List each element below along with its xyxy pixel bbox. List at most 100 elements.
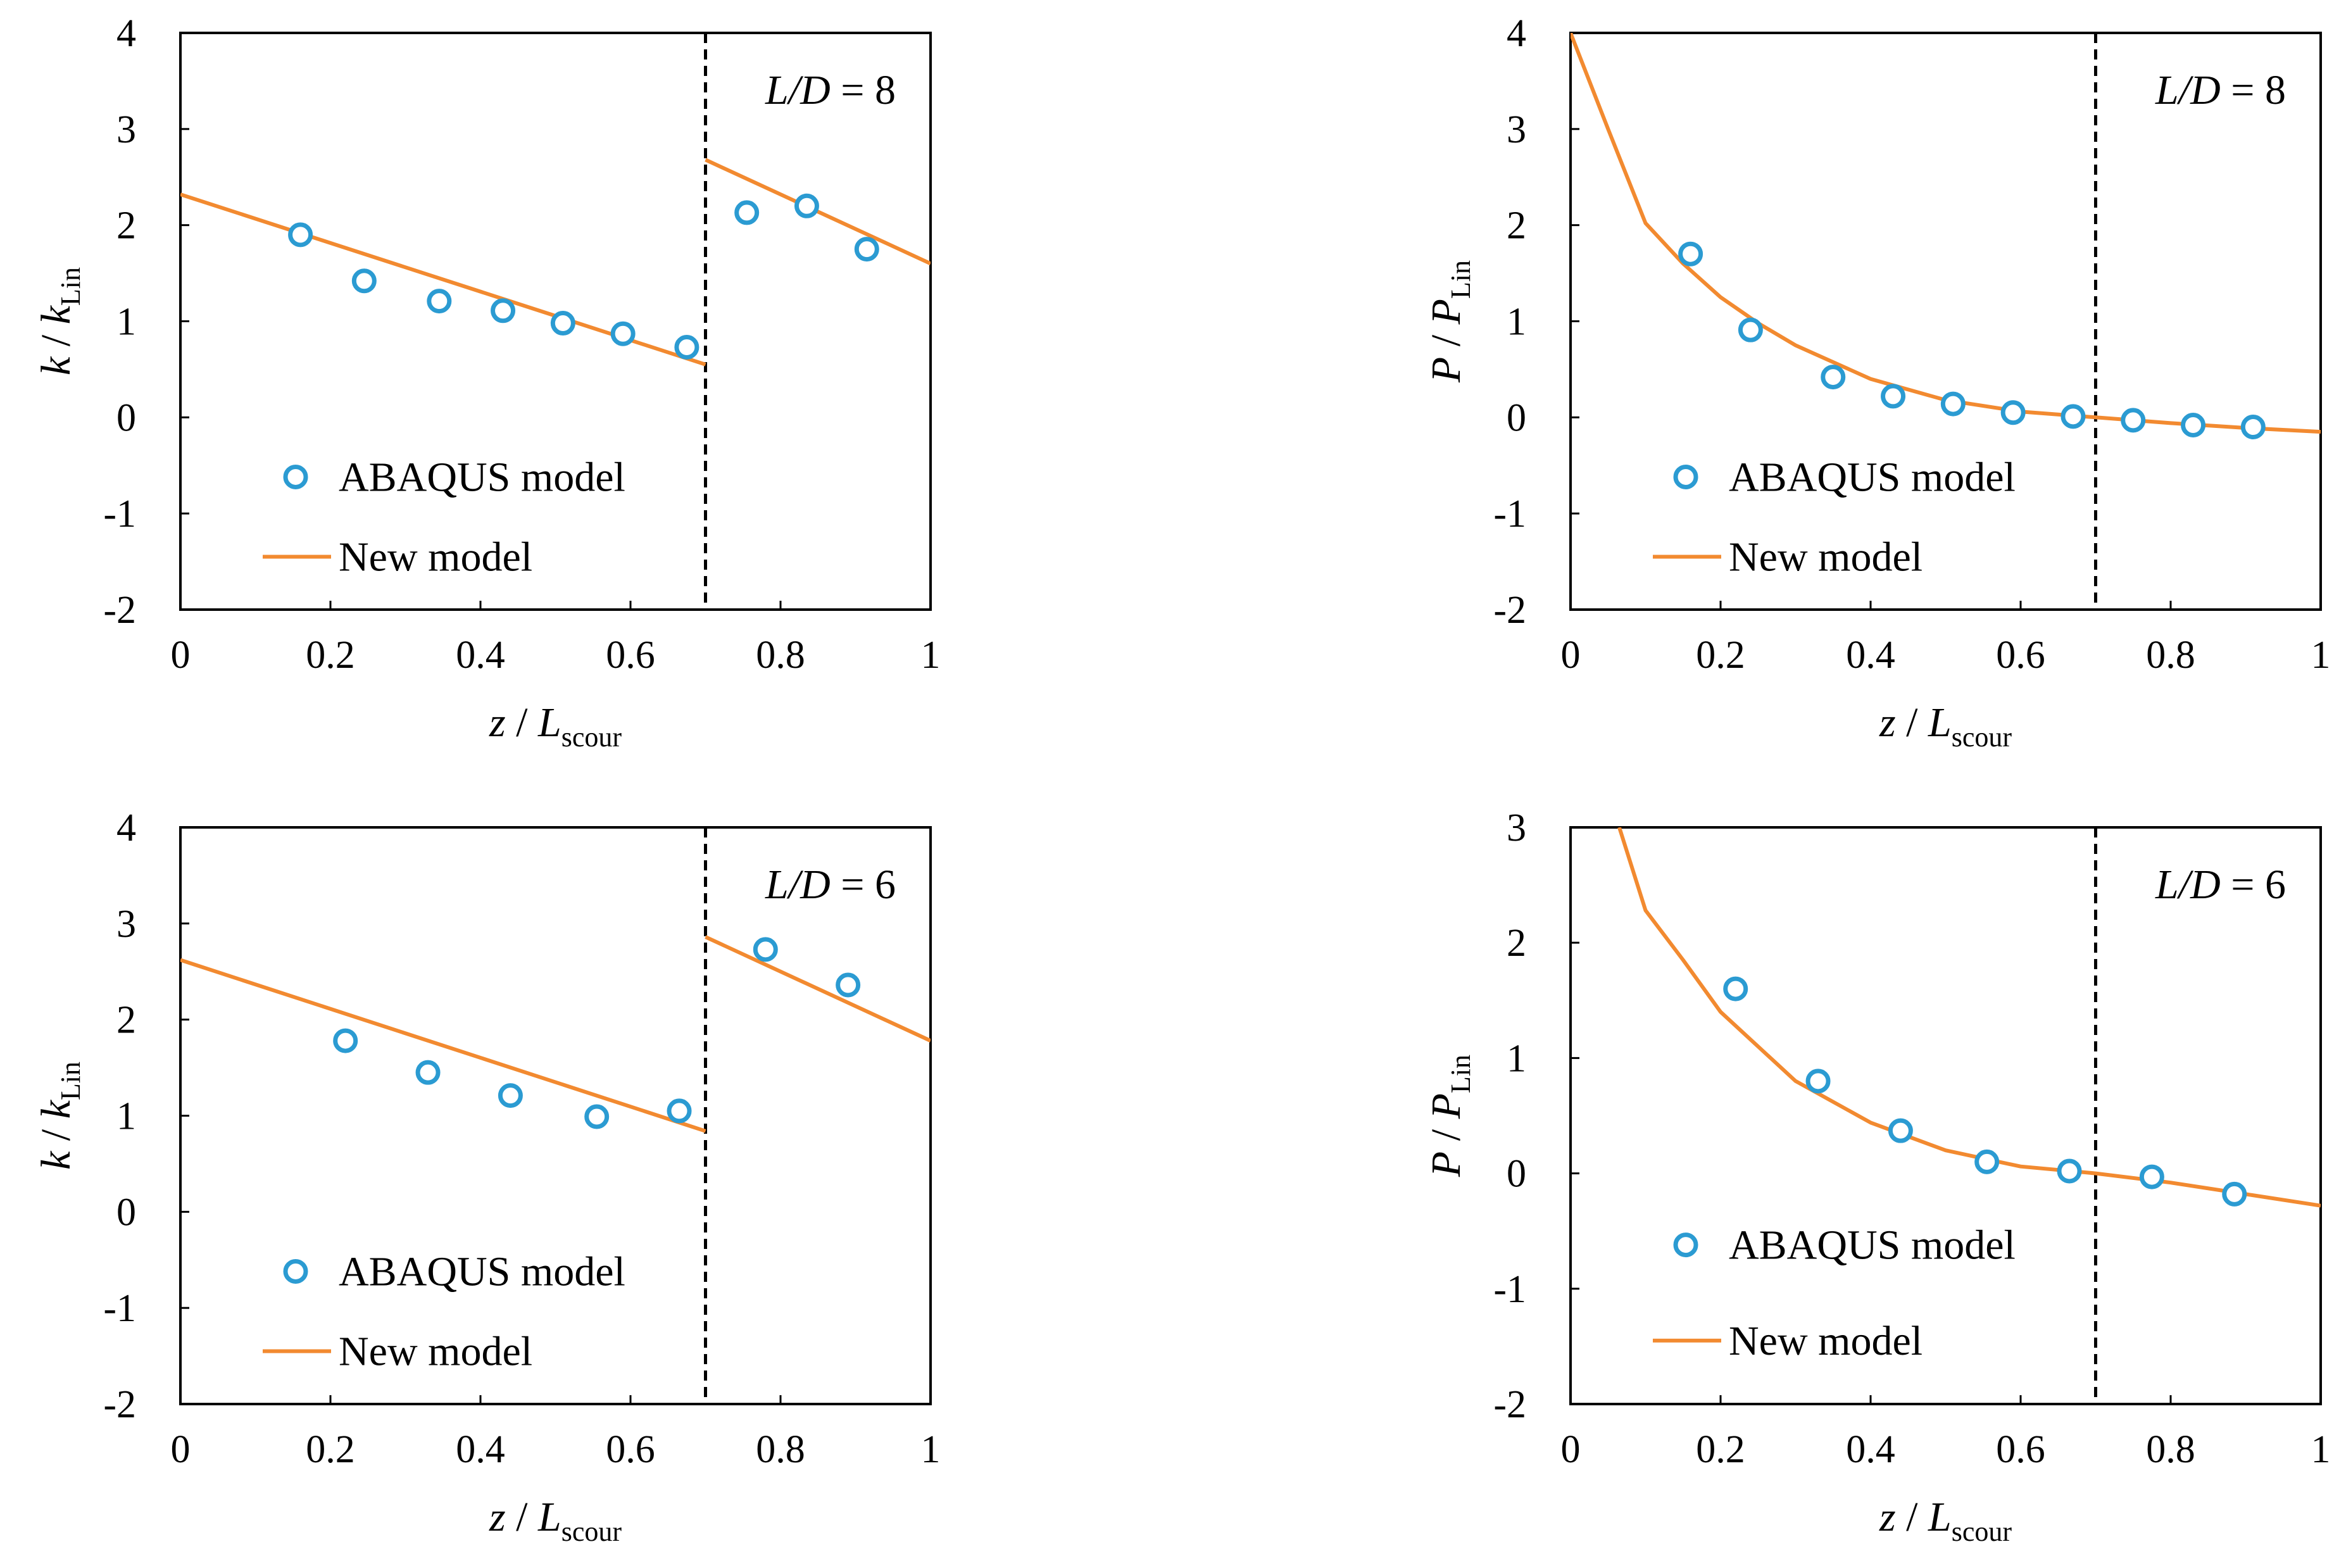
y-tick-label: 2 (116, 204, 136, 248)
plot-frame (179, 826, 932, 1405)
y-tick-label: 3 (1507, 108, 1526, 151)
y-axis-title: P / PLin (1423, 260, 1476, 383)
ld-annotation: L/D = 6 (2155, 862, 2286, 908)
x-tick-label: 0.4 (456, 634, 505, 677)
abaqus-data-point (288, 222, 313, 248)
x-axis-title: z / Lscour (489, 1494, 622, 1547)
y-tick-label: -1 (103, 492, 136, 536)
y-axis-title: P / PLin (1423, 1055, 1476, 1177)
abaqus-data-point (1805, 1069, 1831, 1094)
y-tick-label: 0 (116, 396, 136, 439)
new-model-line-segment (180, 958, 706, 1133)
new-model-line-segment (1617, 827, 2321, 1208)
y-tick-label: -2 (1493, 589, 1526, 632)
data-layer (1571, 33, 2321, 440)
legend-abaqus-label: ABAQUS model (339, 1248, 625, 1295)
abaqus-data-point (667, 1098, 692, 1124)
y-tick-label: 0 (1507, 1153, 1526, 1196)
y-tick-label: 4 (1507, 12, 1526, 55)
chart-panel-bottom-left: 0 0.2 0.4 0.6 0.8 1 -2 -1 0 1 2 3 4 z / Lscour k / kLi… (33, 806, 941, 1547)
x-tick-label: 0.4 (1846, 634, 1895, 677)
x-tick-label: 0.4 (456, 1428, 505, 1471)
abaqus-data-point (1723, 976, 1748, 1001)
y-tick-label: 2 (116, 999, 136, 1042)
ld-annotation: L/D = 8 (765, 67, 896, 113)
data-layer (1617, 827, 2321, 1208)
abaqus-data-point (2139, 1164, 2164, 1189)
y-tick-label: -1 (1493, 492, 1526, 536)
y-tick-label: 2 (1507, 204, 1526, 248)
abaqus-data-point (2240, 415, 2266, 440)
legend-new-model-label: New model (339, 1328, 532, 1374)
abaqus-data-point (753, 937, 778, 962)
legend-new-model-label: New model (1729, 1318, 1923, 1364)
legend-abaqus-marker (283, 464, 308, 489)
x-tick-label: 0 (1561, 1428, 1581, 1471)
y-tick-label: -1 (103, 1287, 136, 1330)
abaqus-data-point (1881, 384, 1906, 409)
y-tick-label: 1 (1507, 301, 1526, 344)
ld-annotation: L/D = 8 (2155, 67, 2286, 113)
data-layer (180, 158, 931, 367)
abaqus-data-point (333, 1028, 358, 1053)
ld-annotation: L/D = 6 (765, 862, 896, 908)
x-tick-label: 0.8 (2146, 634, 2195, 677)
abaqus-data-point (2222, 1181, 2247, 1207)
legend-abaqus-label: ABAQUS model (1729, 454, 2016, 500)
abaqus-data-point (1888, 1118, 1913, 1143)
y-tick-label: 4 (116, 806, 136, 850)
abaqus-data-point (836, 972, 861, 998)
abaqus-data-point (794, 193, 819, 218)
x-tick-label: 1 (2311, 1428, 2331, 1471)
abaqus-data-point (1738, 317, 1763, 342)
abaqus-data-point (427, 289, 452, 314)
x-tick-label: 0.6 (1996, 634, 2045, 677)
abaqus-data-point (550, 311, 575, 336)
abaqus-data-point (498, 1083, 523, 1108)
chart-panel-top-right: 0 0.2 0.4 0.6 0.8 1 -2 -1 0 1 2 3 4 z / Lscour P / PLi… (1423, 12, 2331, 753)
legend-abaqus-marker (1673, 1232, 1698, 1258)
abaqus-data-point (351, 268, 377, 294)
plot-frame (1569, 32, 2322, 611)
y-tick-label: 2 (1507, 922, 1526, 965)
new-model-line-segment (705, 158, 931, 266)
y-tick-label: 1 (116, 1095, 136, 1138)
y-tick-label: -2 (103, 1383, 136, 1426)
y-tick-label: 3 (116, 903, 136, 946)
legend-abaqus-marker (283, 1258, 308, 1284)
new-model-line-segment (1571, 33, 2321, 434)
y-axis-title: k / kLin (33, 267, 86, 375)
x-axis-title: z / Lscour (1879, 1494, 2012, 1547)
x-tick-label: 0.2 (1696, 634, 1745, 677)
y-tick-label: 3 (1507, 806, 1526, 850)
y-tick-label: 1 (116, 301, 136, 344)
x-tick-label: 0.8 (756, 1428, 805, 1471)
x-tick-label: 0.8 (2146, 1428, 2195, 1471)
abaqus-data-point (2181, 412, 2206, 437)
chart-panel-top-left: 0 0.2 0.4 0.6 0.8 1 -2 -1 0 1 2 3 4 z / Lscour k / kLi… (33, 12, 941, 753)
x-tick-label: 0.2 (306, 634, 355, 677)
abaqus-data-point (734, 200, 760, 225)
abaqus-data-point (674, 334, 699, 360)
x-tick-label: 0.4 (1846, 1428, 1895, 1471)
abaqus-data-point (2121, 408, 2146, 433)
x-tick-label: 1 (921, 634, 941, 677)
abaqus-data-point (2057, 1158, 2082, 1184)
y-tick-label: -1 (1493, 1268, 1526, 1311)
legend-abaqus-label: ABAQUS model (339, 454, 625, 500)
abaqus-data-point (1678, 241, 1703, 267)
x-tick-label: 0.6 (1996, 1428, 2045, 1471)
legend-abaqus-marker (1673, 464, 1698, 489)
x-tick-label: 0 (171, 634, 191, 677)
legend-abaqus-label: ABAQUS model (1729, 1222, 2016, 1269)
y-tick-label: 4 (116, 12, 136, 55)
x-tick-label: 0 (171, 1428, 191, 1471)
x-tick-label: 0.6 (606, 634, 655, 677)
plot-frame (1569, 826, 2322, 1405)
data-layer (180, 935, 931, 1133)
legend-new-model-label: New model (1729, 534, 1923, 580)
new-model-line-segment (705, 935, 931, 1043)
x-tick-label: 0.8 (756, 634, 805, 677)
chart-panel-bottom-right: 0 0.2 0.4 0.6 0.8 1 -2 -1 0 1 2 3 z / Lscour P / PLin… (1423, 806, 2331, 1547)
